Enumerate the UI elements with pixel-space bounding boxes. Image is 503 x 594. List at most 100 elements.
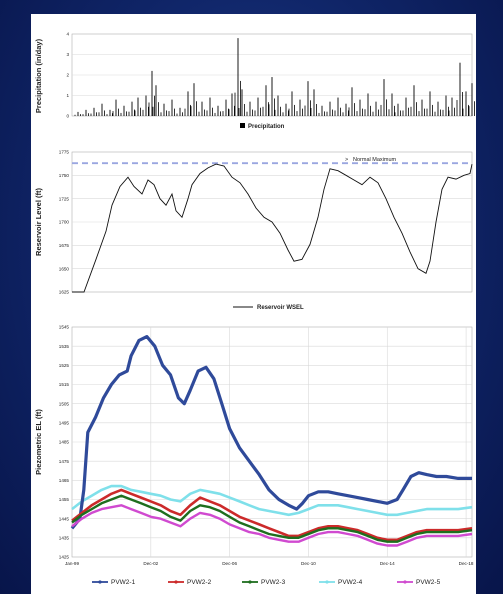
legend-label-pvw2-5: PVW2-5 xyxy=(416,579,441,586)
precipitation-bar xyxy=(231,93,233,116)
precipitation-bar xyxy=(302,108,303,116)
precipitation-bar xyxy=(375,101,377,116)
precipitation-bar xyxy=(345,103,347,116)
precipitation-bar xyxy=(198,111,200,116)
reservoir-y-tick-label: 1775 xyxy=(59,150,70,155)
piezometric-x-tick-label: Dec-18 xyxy=(459,561,474,566)
precipitation-bar xyxy=(318,112,320,116)
precipitation-bar xyxy=(397,103,399,116)
precipitation-bar xyxy=(426,108,428,116)
reservoir-y-tick-label: 1750 xyxy=(59,173,70,178)
legend-label-pvw2-2: PVW2-2 xyxy=(187,579,212,586)
series-line-pvw2-1 xyxy=(70,335,472,530)
precipitation-bar xyxy=(348,110,349,116)
precipitation-bar xyxy=(152,106,154,116)
reservoir-y-tick-label: 1725 xyxy=(59,196,70,201)
precipitation-bar xyxy=(288,110,289,116)
precipitation-bar xyxy=(190,104,191,116)
precipitation-bar xyxy=(190,106,192,116)
chart-panel: 0 1 2 3 4 Precipitation (in/day) Precipitati… xyxy=(31,14,476,594)
precipitation-bar xyxy=(282,112,284,116)
precipitation-bar xyxy=(378,109,379,116)
precipitation-bar xyxy=(134,110,136,116)
charts-svg: 0 1 2 3 4 Precipitation (in/day) Precipitati… xyxy=(34,32,475,587)
precipitation-bar xyxy=(249,101,251,116)
precipitation-bar xyxy=(348,107,350,116)
piezometric-y-tick-label: 1545 xyxy=(59,325,70,330)
precipitation-bar xyxy=(424,108,425,116)
precipitation-bar xyxy=(274,98,275,116)
precipitation-bar xyxy=(131,101,133,116)
precipitation-bar xyxy=(367,93,369,116)
reservoir-y-axis-label: Reservoir Level (ft) xyxy=(34,188,43,256)
precipitation-bar xyxy=(448,110,450,116)
precipitation-bar xyxy=(80,114,81,116)
precipitation-bar xyxy=(351,87,353,116)
legend-marker-pvw2-2 xyxy=(174,580,178,584)
precipitation-bar xyxy=(310,108,312,116)
precipitation-bar xyxy=(237,38,239,116)
precipitation-bar xyxy=(268,102,269,116)
precipitation-bar xyxy=(429,91,431,116)
precipitation-bar xyxy=(402,110,404,116)
series-line-pvw2-4 xyxy=(71,484,473,517)
precipitation-bar xyxy=(468,104,469,116)
piezometric-y-tick-label: 1515 xyxy=(59,382,70,387)
precipitation-bar xyxy=(474,101,475,116)
precipitation-bar xyxy=(370,105,371,116)
legend-marker-pvw2-5 xyxy=(403,580,407,584)
reservoir-y-tick-label: 1675 xyxy=(59,243,70,248)
precipitation-bar xyxy=(391,93,393,116)
precipitation-bar xyxy=(193,83,195,116)
precipitation-bar xyxy=(134,109,135,116)
precipitation-bar xyxy=(254,110,256,116)
precipitation-bar xyxy=(246,111,248,116)
precipitation-bar xyxy=(244,104,245,116)
precipitation-bar xyxy=(451,97,453,116)
precipitation-bar xyxy=(209,97,211,116)
precipitation-bar xyxy=(337,97,339,116)
precipitation-bar xyxy=(448,106,449,116)
precipitation-bar xyxy=(388,109,390,116)
piezometric-gridlines xyxy=(72,327,472,557)
precipitation-bar xyxy=(288,108,290,116)
precipitation-bar xyxy=(394,105,395,116)
precipitation-bar xyxy=(310,100,311,116)
precipitation-bar xyxy=(462,108,464,116)
precipitation-bar xyxy=(342,112,344,116)
precipitation-bar xyxy=(291,91,293,116)
precipitation-bar xyxy=(257,97,259,116)
piezometric-x-tick-label: Jan-99 xyxy=(65,561,79,566)
series-line-pvw2-2 xyxy=(71,488,473,542)
legend-label-pvw2-3: PVW2-3 xyxy=(261,579,286,586)
piezometric-chart: 1425 1435 1445 1455 1465 1475 1485 1495 1505 1515… xyxy=(34,325,474,587)
precipitation-bar xyxy=(240,80,241,116)
precipitation-bar xyxy=(228,109,230,116)
precipitation-bar xyxy=(168,111,170,116)
piezometric-y-tick-label: 1505 xyxy=(59,401,70,406)
piezometric-y-tick-label: 1525 xyxy=(59,363,70,368)
precipitation-bar xyxy=(142,109,144,116)
precipitation-bar xyxy=(364,109,366,116)
series-line-pvw2-3 xyxy=(71,494,473,543)
precipitation-bar xyxy=(400,110,401,116)
precipitation-bar xyxy=(151,70,153,116)
piezometric-x-tick-label: Dec-10 xyxy=(301,561,316,566)
precipitation-bar xyxy=(96,112,97,116)
precipitation-bar xyxy=(434,111,436,116)
precipitation-bar xyxy=(90,113,92,116)
precipitation-bar xyxy=(225,99,227,116)
precipitation-bar xyxy=(74,114,76,116)
reservoir-y-ticks: 1625 1650 1675 1700 1725 1750 1775 xyxy=(59,150,70,295)
precipitation-bar xyxy=(456,100,458,116)
piezometric-y-tick-label: 1445 xyxy=(59,516,70,521)
precipitation-bar xyxy=(265,85,267,116)
precipitation-y-tick-label: 1 xyxy=(66,93,69,98)
precipitation-bar xyxy=(148,102,150,116)
piezometric-series xyxy=(70,335,473,547)
precipitation-bar xyxy=(222,111,224,116)
precipitation-bar xyxy=(112,111,114,116)
precipitation-bar xyxy=(280,106,281,116)
piezometric-y-axis-label: Piezometric EL (ft) xyxy=(34,409,43,475)
precipitation-bar xyxy=(160,112,162,116)
